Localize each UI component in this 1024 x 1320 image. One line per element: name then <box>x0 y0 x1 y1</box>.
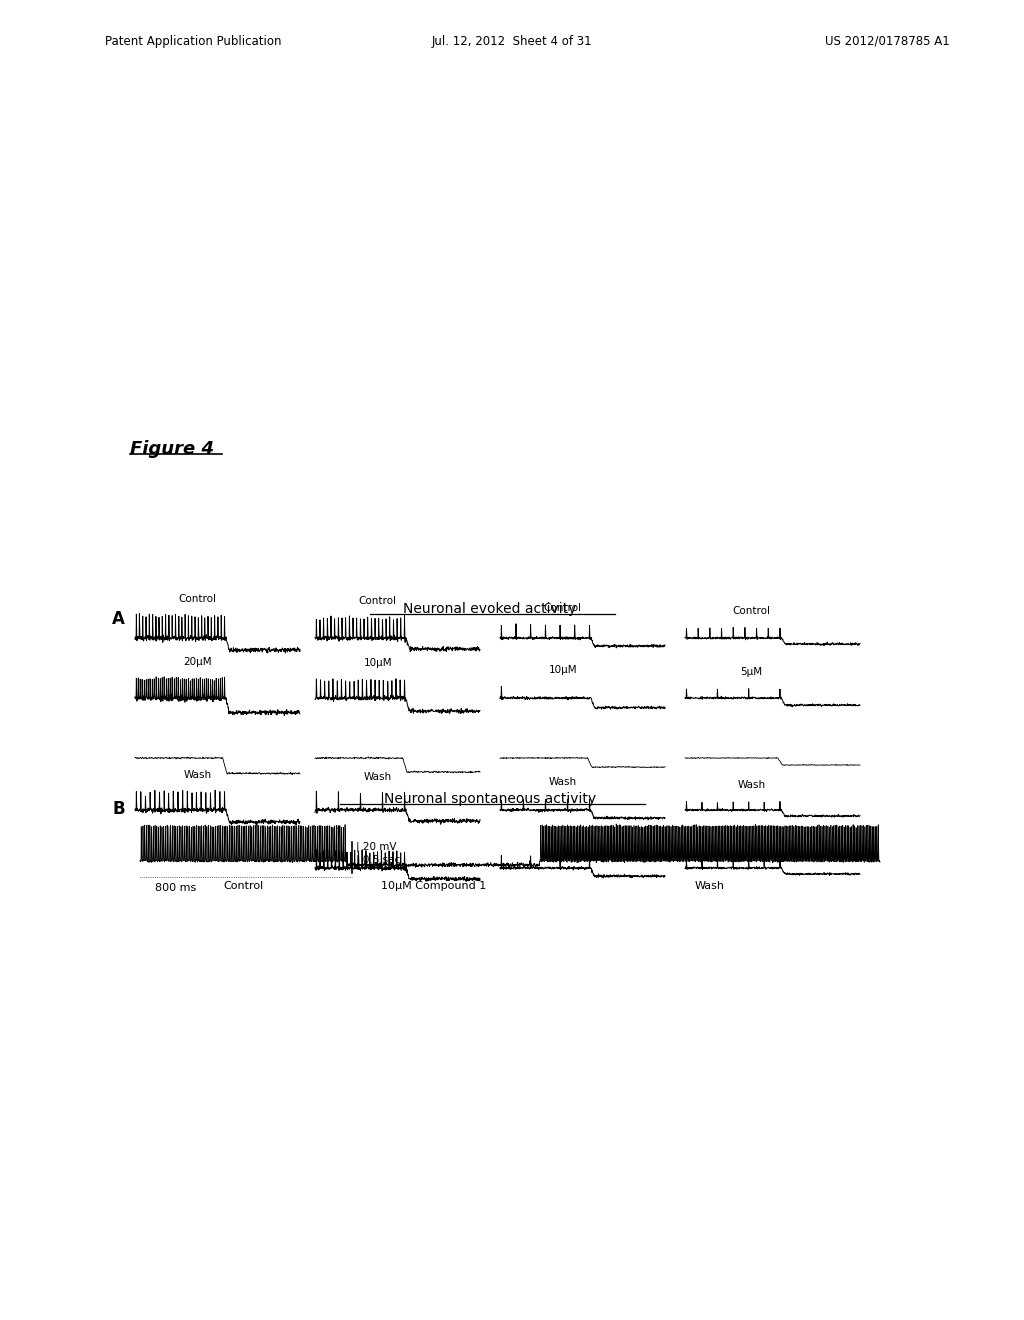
Text: Figure 4: Figure 4 <box>130 440 214 458</box>
Text: Neuronal evoked activity: Neuronal evoked activity <box>403 602 577 616</box>
Text: Wash: Wash <box>737 780 766 789</box>
Text: B: B <box>112 800 125 818</box>
Text: 10μM Compound 1: 10μM Compound 1 <box>381 880 486 891</box>
Text: 10μM: 10μM <box>549 664 577 675</box>
Text: A: A <box>112 610 125 628</box>
Text: Patent Application Publication: Patent Application Publication <box>105 36 282 48</box>
Text: Wash: Wash <box>695 880 725 891</box>
Text: Wash: Wash <box>183 770 212 780</box>
Text: Wash: Wash <box>549 777 577 787</box>
Text: 10μM: 10μM <box>364 659 392 668</box>
Text: Jul. 12, 2012  Sheet 4 of 31: Jul. 12, 2012 Sheet 4 of 31 <box>432 36 592 48</box>
Text: Control: Control <box>358 597 396 606</box>
Text: Control: Control <box>732 606 770 616</box>
Text: US 2012/0178785 A1: US 2012/0178785 A1 <box>825 36 950 48</box>
Text: Control: Control <box>179 594 217 605</box>
Text: 5μM: 5μM <box>740 667 763 677</box>
Text: Wash: Wash <box>364 772 392 781</box>
Text: 20μM: 20μM <box>183 656 212 667</box>
Text: | 20 mV
| 0.5 sec: | 20 mV | 0.5 sec <box>356 842 400 865</box>
Text: Neuronal spontaneous activity: Neuronal spontaneous activity <box>384 792 596 807</box>
Text: Control: Control <box>544 603 582 612</box>
Text: Control: Control <box>223 880 264 891</box>
Text: 800 ms: 800 ms <box>155 883 197 894</box>
